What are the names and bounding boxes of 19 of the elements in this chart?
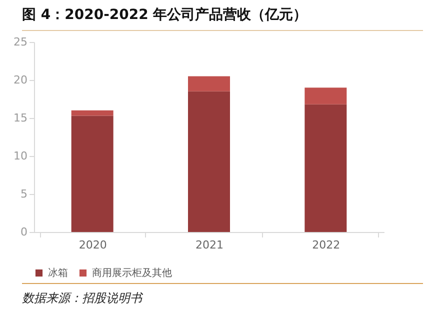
bar xyxy=(188,91,230,232)
bar xyxy=(188,76,230,92)
legend-label: 商用展示柜及其他 xyxy=(92,267,172,279)
bar xyxy=(71,110,114,116)
x-tick-label: 2020 xyxy=(78,238,107,252)
y-tick-label: 20 xyxy=(14,74,28,86)
bar xyxy=(304,104,347,232)
legend-label: 冰箱 xyxy=(48,267,68,279)
x-tick-label: 2022 xyxy=(312,238,340,252)
y-tick-label: 15 xyxy=(14,112,28,124)
chart-title: 图 4：2020-2022 年公司产品营收（亿元） xyxy=(22,6,423,31)
source-note: 数据来源：招股说明书 xyxy=(22,283,423,307)
y-tick-label: 5 xyxy=(20,188,28,200)
bar xyxy=(304,88,347,104)
x-tick-label: 2021 xyxy=(196,238,224,252)
y-tick-label: 0 xyxy=(20,226,28,238)
y-tick-label: 10 xyxy=(14,150,28,162)
bar xyxy=(71,116,114,232)
y-tick-label: 25 xyxy=(14,36,28,48)
